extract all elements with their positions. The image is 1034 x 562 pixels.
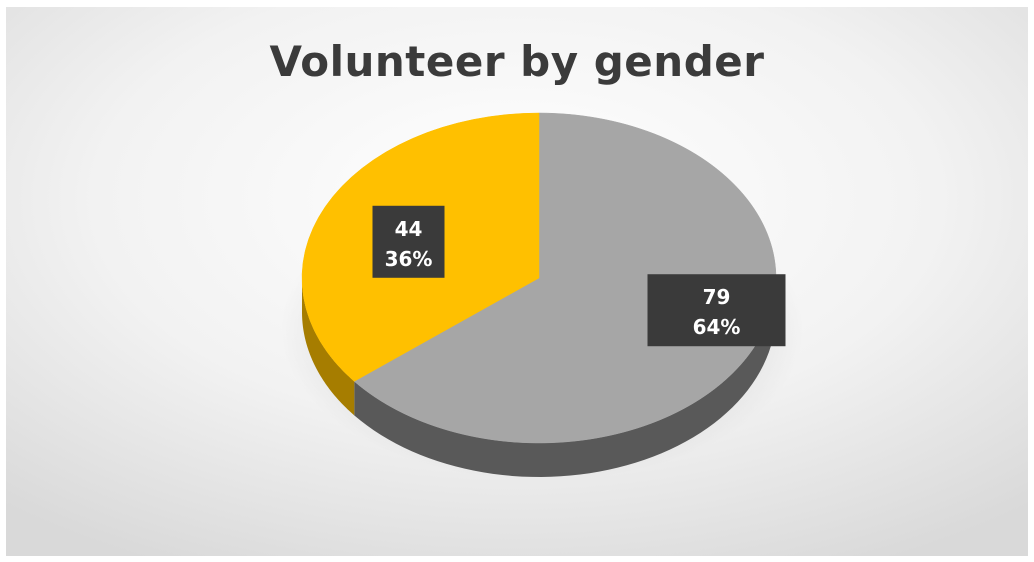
chart-area: 79 64% 44 36% Volunteer by gender <box>6 7 1028 556</box>
data-label-percent: 36% <box>385 247 433 271</box>
chart-title: Volunteer by gender <box>269 37 765 86</box>
data-label-box <box>647 274 786 347</box>
data-label-value: 44 <box>395 217 423 241</box>
data-label-value: 79 <box>703 285 731 309</box>
pie-slice-0[interactable] <box>353 112 777 444</box>
data-label-percent: 64% <box>693 315 741 339</box>
data-label-box <box>372 205 445 278</box>
pie-slice-side-0 <box>354 278 776 477</box>
pie-slice-side-1 <box>302 278 355 416</box>
